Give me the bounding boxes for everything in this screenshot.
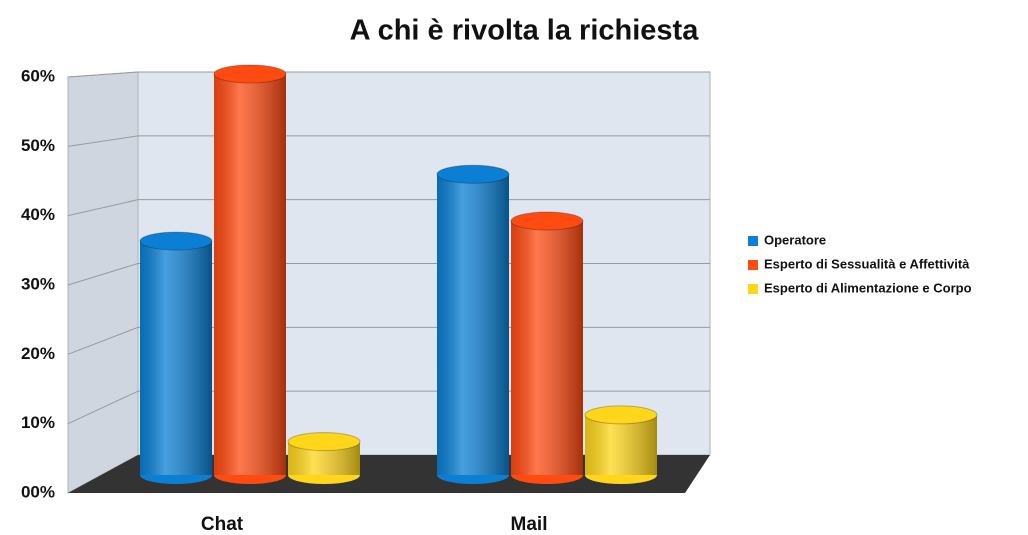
grid-line xyxy=(67,326,139,355)
side-wall xyxy=(67,71,139,494)
bar xyxy=(213,64,287,484)
legend-label: Esperto di Sessualità e Affettività xyxy=(764,256,970,271)
bar-top xyxy=(584,405,658,425)
bar xyxy=(287,432,361,484)
bar-top xyxy=(436,164,510,184)
grid-line xyxy=(67,390,139,425)
bar-top xyxy=(287,432,361,452)
bar xyxy=(436,164,510,484)
grid-line xyxy=(67,71,139,78)
legend-label: Esperto di Alimentazione e Corpo xyxy=(764,280,972,295)
y-tick-label: 30% xyxy=(21,274,55,293)
y-tick-label: 60% xyxy=(21,66,55,85)
bar-shade xyxy=(585,414,657,475)
x-tick-label: Chat xyxy=(201,514,244,535)
chart-title: A chi è rivolta la richiesta xyxy=(350,15,700,47)
bar-top xyxy=(213,64,287,84)
y-tick-label: 40% xyxy=(21,205,55,224)
bar-top xyxy=(510,211,584,231)
y-tick-label: 20% xyxy=(21,344,55,363)
y-tick-label: 10% xyxy=(21,413,55,432)
y-tick-label: 00% xyxy=(21,482,55,501)
bar-shade xyxy=(437,174,509,475)
x-tick-label: Mail xyxy=(511,514,548,535)
grid-line xyxy=(67,263,139,286)
bar xyxy=(139,231,213,484)
legend-label: Operatore xyxy=(764,232,826,247)
legend-swatch xyxy=(748,236,758,246)
bar xyxy=(584,405,658,484)
y-tick-label: 50% xyxy=(21,136,55,155)
legend-swatch xyxy=(748,260,758,270)
legend-swatch xyxy=(748,284,758,294)
bar-top xyxy=(139,231,213,251)
bar-shade xyxy=(214,74,286,475)
bar-shade xyxy=(140,241,212,475)
grid-line xyxy=(67,199,139,217)
bar-shade xyxy=(511,221,583,475)
grid-line xyxy=(67,135,139,147)
bar xyxy=(510,211,584,484)
